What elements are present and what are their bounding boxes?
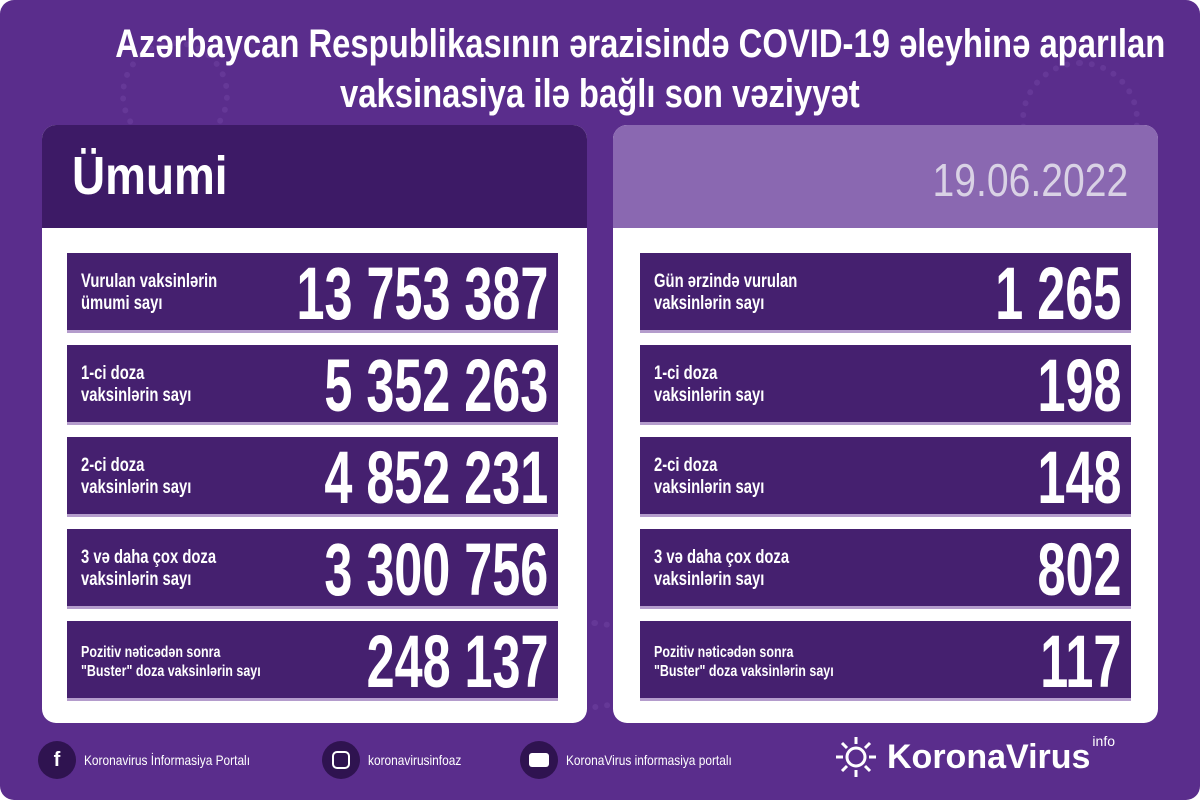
total-heading: Ümumi <box>72 146 228 206</box>
total-header: Ümumi <box>42 125 587 228</box>
stat-label: 2-ci doza vaksinlərin sayı <box>654 455 765 498</box>
instagram-text: koronavirusinfoaz <box>368 752 462 768</box>
stat-value: 3 300 756 <box>324 528 548 611</box>
stat-row: 2-ci doza vaksinlərin sayı 4 852 231 <box>67 437 558 517</box>
stat-label: 1-ci doza vaksinlərin sayı <box>654 363 765 406</box>
sun-virus-icon <box>836 737 876 777</box>
youtube-link[interactable]: KoronaVirus informasiya portalı <box>520 735 761 785</box>
youtube-icon <box>520 741 558 779</box>
stat-value: 802 <box>1037 528 1121 611</box>
stat-row: 3 və daha çox doza vaksinlərin sayı 3 300… <box>67 529 558 609</box>
youtube-text: KoronaVirus informasiya portalı <box>566 752 732 768</box>
brand-name: KoronaVirus <box>887 737 1091 776</box>
brand-sup: info <box>1092 733 1115 749</box>
stat-label: Pozitiv nəticədən sonra "Buster" doza vak… <box>654 644 834 680</box>
stat-label: 3 və daha çox doza vaksinlərin sayı <box>654 547 790 590</box>
stat-label: 1-ci doza vaksinlərin sayı <box>81 363 192 406</box>
stat-row: 1-ci doza vaksinlərin sayı 198 <box>640 345 1131 425</box>
facebook-link[interactable]: f Koronavirus İnformasiya Portalı <box>38 735 279 785</box>
stat-label: Gün ərzində vurulan vaksinlərin sayı <box>654 271 798 314</box>
stat-value: 117 <box>1039 620 1121 703</box>
stat-value: 198 <box>1037 344 1121 427</box>
stat-row: Vurulan vaksinlərin ümumi sayı 13 753 387 <box>67 253 558 333</box>
stat-label: Vurulan vaksinlərin ümumi sayı <box>81 271 218 314</box>
koronavirus-logo: KoronaVirus info <box>835 733 1115 778</box>
stat-row: 2-ci doza vaksinlərin sayı 148 <box>640 437 1131 517</box>
date-header: 19.06.2022 <box>613 125 1158 228</box>
stat-value: 5 352 263 <box>324 344 548 427</box>
stat-label: 3 və daha çox doza vaksinlərin sayı <box>81 547 217 590</box>
stat-value: 148 <box>1037 436 1121 519</box>
total-card: Ümumi Vurulan vaksinlərin ümumi sayı 13 7… <box>42 125 587 723</box>
daily-card: 19.06.2022 Gün ərzində vurulan vaksinləri… <box>613 125 1158 723</box>
date: 19.06.2022 <box>932 154 1128 206</box>
stat-value: 13 753 387 <box>296 252 548 335</box>
stat-label: 2-ci doza vaksinlərin sayı <box>81 455 192 498</box>
stat-row: Pozitiv nəticədən sonra "Buster" doza vak… <box>67 621 558 701</box>
instagram-icon <box>322 741 360 779</box>
stat-row: 3 və daha çox doza vaksinlərin sayı 802 <box>640 529 1131 609</box>
instagram-link[interactable]: koronavirusinfoaz <box>322 735 478 785</box>
facebook-text: Koronavirus İnformasiya Portalı <box>84 752 251 768</box>
stat-value: 4 852 231 <box>324 436 548 519</box>
facebook-icon: f <box>38 741 76 779</box>
title-line-1: Azərbaycan Respublikasının ərazisində CO… <box>115 22 1166 66</box>
stat-row: 1-ci doza vaksinlərin sayı 5 352 263 <box>67 345 558 425</box>
title-line-2: vaksinasiya ilə bağlı son vəziyyət <box>340 72 860 116</box>
stat-row: Gün ərzində vurulan vaksinlərin sayı 1 26… <box>640 253 1131 333</box>
stat-value: 1 265 <box>995 252 1121 335</box>
stat-value: 248 137 <box>366 620 548 703</box>
stat-row: Pozitiv nəticədən sonra "Buster" doza vak… <box>640 621 1131 701</box>
stat-label: Pozitiv nəticədən sonra "Buster" doza vak… <box>81 644 261 680</box>
